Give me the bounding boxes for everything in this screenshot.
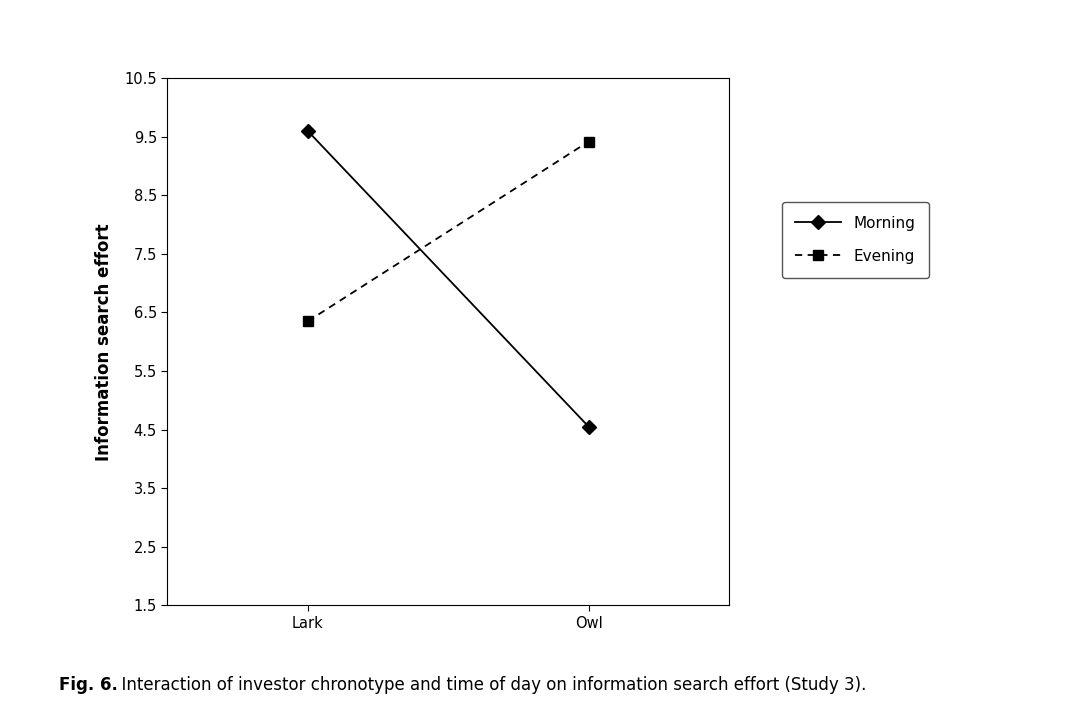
Text: Interaction of investor chronotype and time of day on information search effort : Interaction of investor chronotype and t… [111, 676, 866, 694]
Text: Fig. 6.: Fig. 6. [59, 676, 119, 694]
Legend: Morning, Evening: Morning, Evening [782, 202, 929, 278]
Y-axis label: Information search effort: Information search effort [95, 223, 113, 461]
